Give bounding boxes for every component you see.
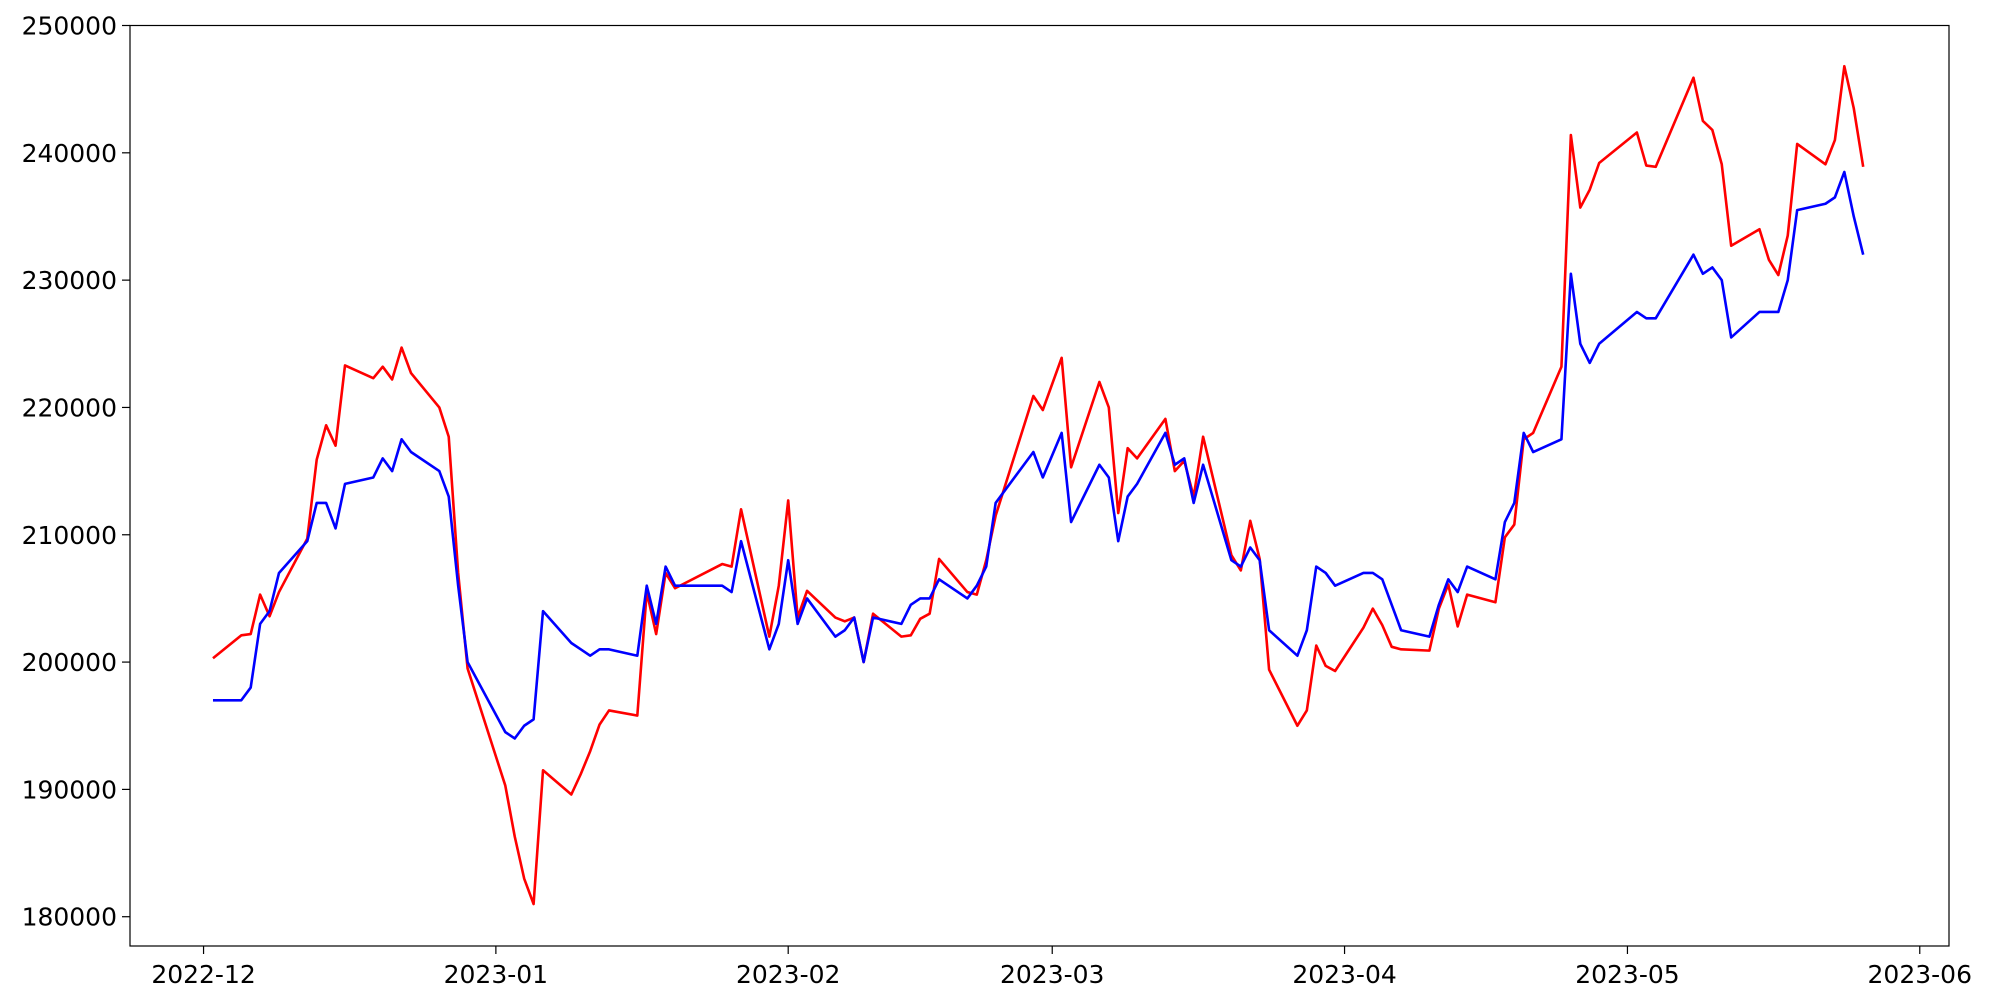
x-tick-label: 2022-12 — [151, 960, 255, 989]
x-tick-label: 2023-04 — [1292, 960, 1396, 989]
x-tick-label: 2023-02 — [736, 960, 840, 989]
y-tick-label: 180000 — [22, 903, 117, 932]
series-line — [212, 170, 1865, 740]
x-tick-label: 2023-01 — [444, 960, 548, 989]
y-tick-label: 250000 — [22, 12, 117, 41]
x-tick-label: 2023-05 — [1575, 960, 1679, 989]
y-tick-label: 230000 — [22, 266, 117, 295]
y-tick-label: 210000 — [22, 521, 117, 550]
y-tick-label: 200000 — [22, 648, 117, 677]
x-tick-label: 2023-06 — [1868, 960, 1972, 989]
y-tick-label: 190000 — [22, 775, 117, 804]
y-tick-label: 240000 — [22, 139, 117, 168]
series-line — [212, 64, 1865, 906]
plot-frame — [129, 24, 1950, 947]
y-tick-label: 220000 — [22, 393, 117, 422]
x-tick-label: 2023-03 — [1000, 960, 1104, 989]
